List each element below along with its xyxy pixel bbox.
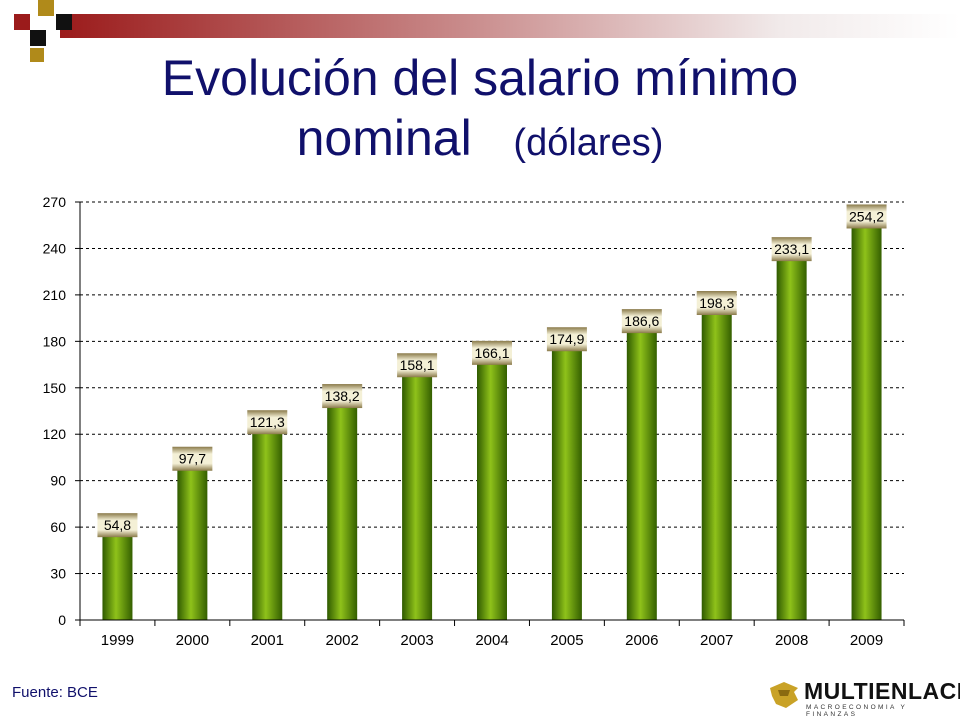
gridlines <box>80 201 904 575</box>
logo-square-black <box>56 14 72 30</box>
data-label-box <box>846 204 887 229</box>
data-label-box <box>97 513 138 538</box>
bar <box>701 313 732 620</box>
logo-brand: MULTIENLACE <box>804 678 960 704</box>
bar <box>327 406 358 620</box>
data-label: 174,9 <box>549 331 584 347</box>
data-label: 54,8 <box>104 517 131 533</box>
bar <box>551 349 582 620</box>
x-tick-label: 2008 <box>775 632 808 649</box>
x-tick-label: 2007 <box>700 632 733 649</box>
data-label: 166,1 <box>474 345 509 361</box>
x-tick-label: 2005 <box>550 632 583 649</box>
logo-square-gold-2 <box>30 48 44 62</box>
x-tick-label: 2001 <box>251 632 284 649</box>
logo-tagline: MACROECONOMIA Y FINANZAS <box>806 704 908 718</box>
x-tick-label: 2002 <box>325 632 358 649</box>
data-label-box <box>621 309 662 334</box>
logo-square-black-2 <box>30 30 46 46</box>
data-label: 138,2 <box>325 388 360 404</box>
logo-square-red <box>14 14 30 30</box>
page-title: Evolución del salario mínimo nominal (dó… <box>0 48 960 173</box>
data-label-box <box>696 291 737 316</box>
title-unit: (dólares) <box>513 122 664 164</box>
x-tick-label: 2000 <box>176 632 209 649</box>
data-label-box <box>771 237 812 262</box>
y-tick-label: 150 <box>43 380 67 396</box>
title-main: nominal <box>296 110 472 166</box>
source-note: Fuente: BCE <box>12 684 98 701</box>
bar <box>626 331 657 620</box>
bar <box>776 259 807 620</box>
data-label: 198,3 <box>699 295 734 311</box>
logo-square-gold <box>38 0 54 16</box>
data-label: 121,3 <box>250 414 285 430</box>
axes-group: 0 30 60 90 120 150 180 210 240 270 1999 2000 2001 200… <box>43 194 905 649</box>
title-line-1: Evolución del salario mínimo <box>161 50 799 106</box>
y-tick-label: 240 <box>43 240 67 256</box>
bar <box>177 468 208 620</box>
x-tick-label: 2004 <box>475 632 508 649</box>
data-label-box <box>397 353 438 378</box>
x-tick-label: 1999 <box>101 632 134 649</box>
y-tick-label: 30 <box>50 566 66 582</box>
x-tick-label: 2009 <box>850 632 883 649</box>
bar <box>851 226 882 620</box>
bars-group: 54,8 97,7 121,3 138,2 158,1 166,1 174,9 186,6 19… <box>97 204 887 620</box>
multienlace-logo: MULTIENLACE MACROECONOMIA Y FINANZAS <box>768 676 960 718</box>
data-label-box <box>247 410 288 435</box>
data-label: 158,1 <box>400 357 435 373</box>
data-label-box <box>472 340 512 365</box>
bar <box>252 432 283 620</box>
data-label-box <box>546 327 587 352</box>
bar <box>102 535 133 620</box>
bar <box>402 375 433 620</box>
x-tick-label: 2003 <box>400 632 433 649</box>
data-label: 97,7 <box>179 451 206 467</box>
data-label: 254,2 <box>849 208 884 224</box>
logo-emblem-icon <box>770 682 798 708</box>
title-line-2: nominal (dólares) <box>0 108 960 173</box>
y-tick-label: 210 <box>43 287 67 303</box>
data-label: 233,1 <box>774 241 809 257</box>
y-tick-label: 180 <box>43 333 67 349</box>
y-tick-label: 270 <box>43 194 67 210</box>
y-tick-label: 0 <box>58 612 66 628</box>
y-tick-label: 60 <box>50 519 66 535</box>
y-tick-label: 120 <box>43 426 67 442</box>
bar <box>477 362 507 620</box>
data-label: 186,6 <box>624 313 659 329</box>
data-label-box <box>172 446 213 471</box>
x-tick-label: 2006 <box>625 632 658 649</box>
header-gradient-bar <box>60 14 960 38</box>
data-label-box <box>322 384 363 409</box>
y-tick-label: 90 <box>50 473 66 489</box>
